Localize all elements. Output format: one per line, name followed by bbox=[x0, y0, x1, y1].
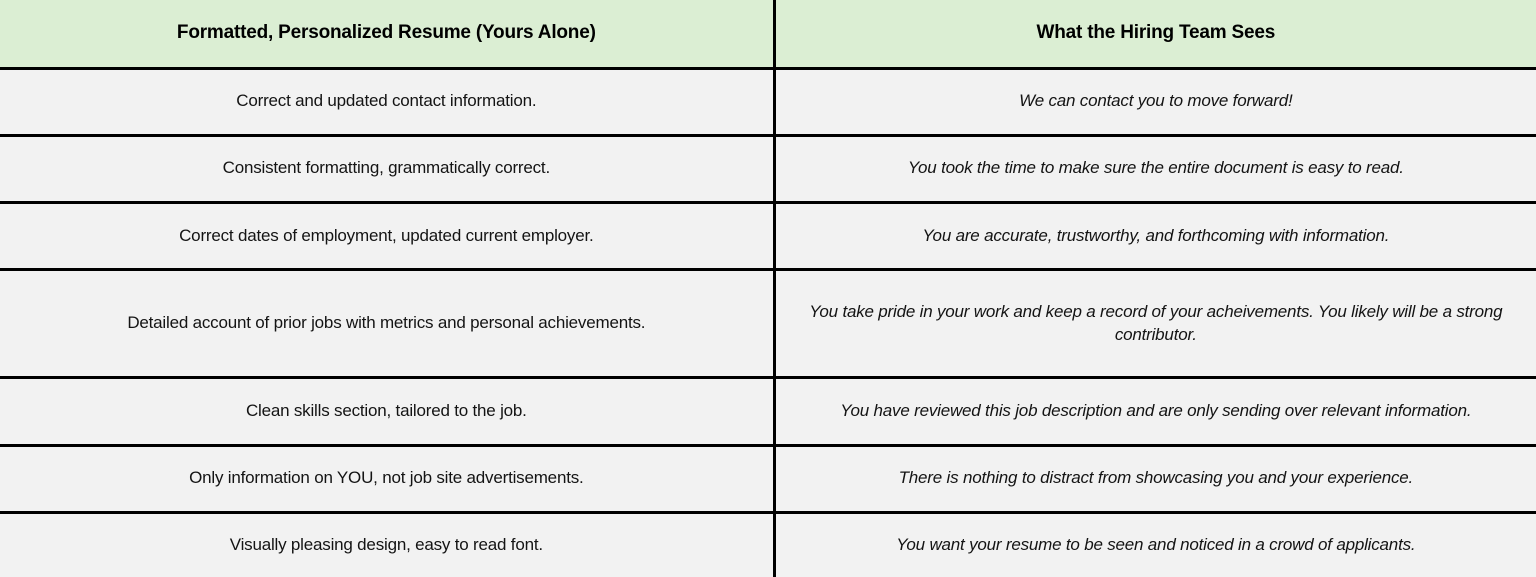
hiring-team-view-cell: You want your resume to be seen and noti… bbox=[896, 534, 1416, 554]
hiring-team-view-cell: There is nothing to distract from showca… bbox=[774, 445, 1536, 514]
resume-feature-cell: Consistent formatting, grammatically cor… bbox=[0, 135, 776, 205]
hiring-team-view-cell: You have reviewed this job description a… bbox=[774, 377, 1536, 447]
hiring-team-view-cell: You are accurate, trustworthy, and forth… bbox=[774, 202, 1536, 272]
table-body: Correct and updated contact information.… bbox=[0, 68, 1536, 577]
resume-feature-cell: Correct dates of employment, updated cur… bbox=[0, 202, 776, 272]
resume-feature-cell: Clean skills section, tailored to the jo… bbox=[0, 377, 776, 447]
hiring-team-view-cell: We can contact you to move forward! bbox=[774, 68, 1536, 137]
resume-feature-cell: Correct and updated contact information. bbox=[0, 68, 776, 137]
table-row: Formatted, Personalized Resume (Yours Al… bbox=[0, 0, 1536, 70]
table-row: Correct and updated contact information.… bbox=[0, 68, 1536, 137]
table-row: Consistent formatting, grammatically cor… bbox=[0, 135, 1536, 205]
hiring-team-view-cell: You take pride in your work and keep a r… bbox=[774, 269, 1536, 380]
resume-feature-cell: Visually pleasing design, easy to read f… bbox=[0, 512, 776, 577]
table-row: Visually pleasing design, easy to read f… bbox=[0, 512, 1536, 577]
table-row: Correct dates of employment, updated cur… bbox=[0, 202, 1536, 272]
table-row: Clean skills section, tailored to the jo… bbox=[0, 377, 1536, 447]
resume-feature-cell: Only information on YOU, not job site ad… bbox=[0, 445, 776, 514]
header-hiring-team-column: What the Hiring Team Sees bbox=[774, 0, 1536, 70]
resume-feature-cell: Detailed account of prior jobs with metr… bbox=[0, 269, 776, 380]
table-row: Detailed account of prior jobs with metr… bbox=[0, 269, 1536, 380]
table-row: Only information on YOU, not job site ad… bbox=[0, 445, 1536, 514]
table-header-row: Formatted, Personalized Resume (Yours Al… bbox=[0, 0, 1536, 70]
hiring-team-view-cell: You took the time to make sure the entir… bbox=[774, 135, 1536, 205]
header-resume-column: Formatted, Personalized Resume (Yours Al… bbox=[0, 0, 776, 70]
